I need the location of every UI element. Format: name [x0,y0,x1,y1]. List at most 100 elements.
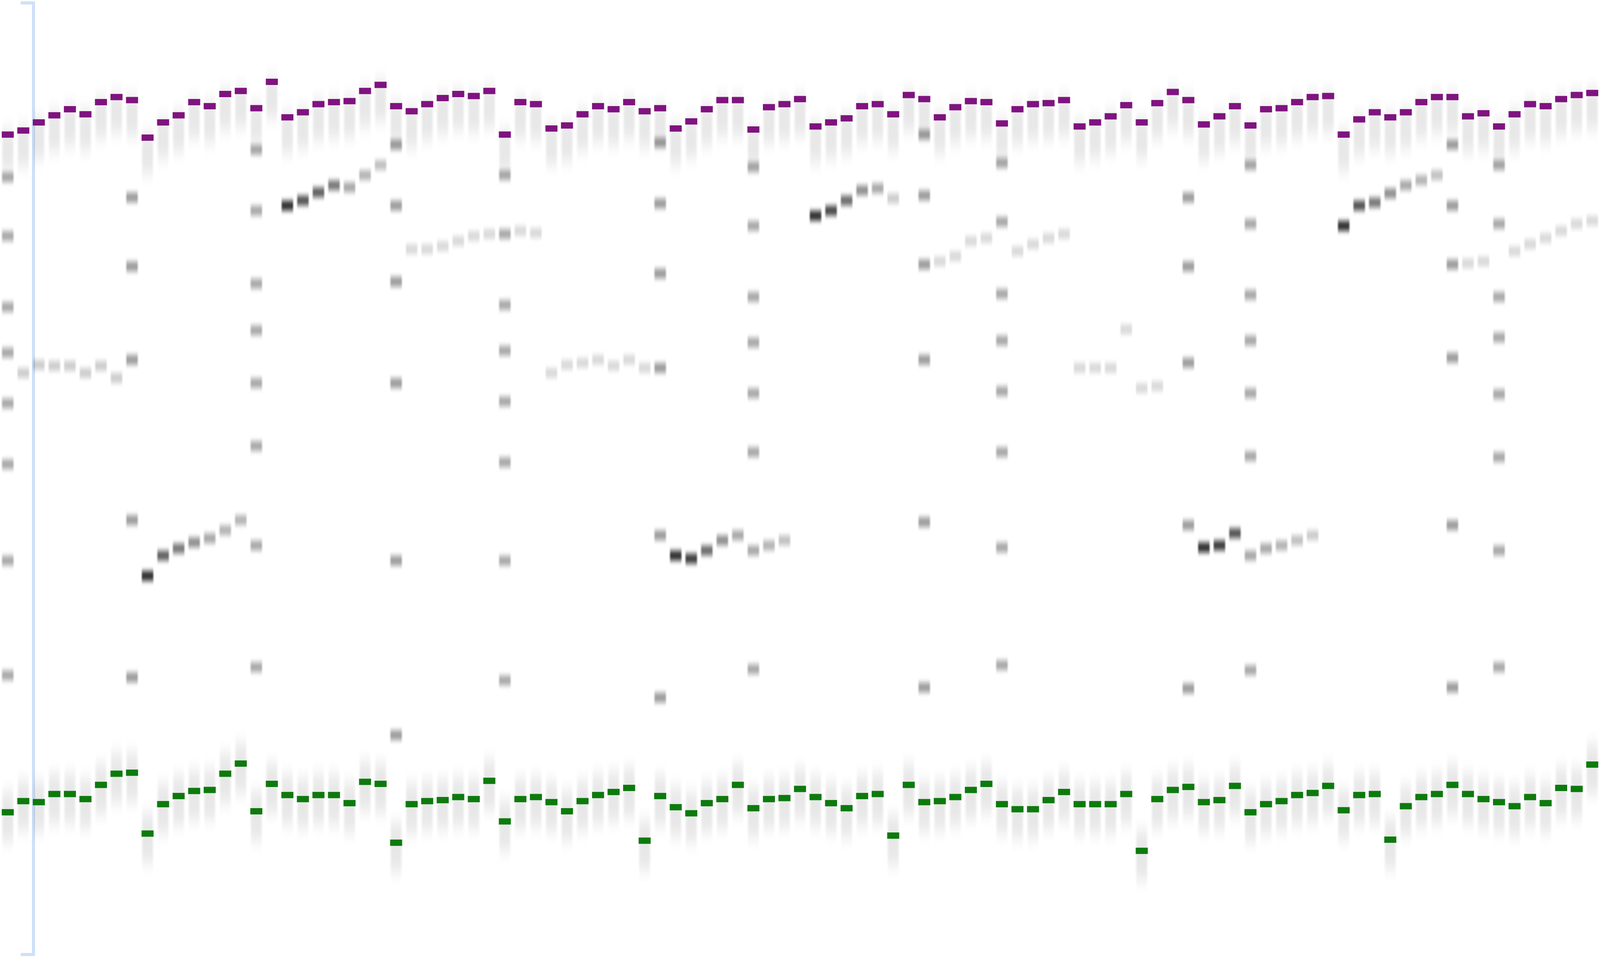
marker [234,760,247,767]
marker [219,90,232,98]
band [669,550,682,561]
marker [1166,89,1179,96]
marker [343,98,356,105]
marker [747,126,760,133]
marker [980,780,993,787]
marker [1260,800,1273,807]
band [747,337,760,348]
marker [1586,761,1599,768]
marker [871,790,884,798]
marker-halo [654,775,666,825]
marker [855,792,869,799]
band [17,367,30,378]
marker-halo [499,800,511,851]
marker [685,118,698,125]
marker [654,792,667,799]
band [1555,226,1568,237]
marker-halo [1415,776,1427,826]
marker [669,803,682,811]
band [747,220,760,231]
band [1229,528,1241,539]
band [654,530,667,540]
marker [296,795,309,803]
band [1151,381,1164,392]
marker-halo [1493,781,1505,832]
marker [1306,789,1319,796]
band [1244,335,1257,346]
marker [156,119,170,126]
marker [79,795,92,803]
band [1105,362,1117,373]
marker [871,101,884,108]
band [126,261,139,272]
band [763,540,776,551]
marker [809,793,822,800]
band [219,525,232,535]
marker-halo [949,776,961,826]
marker-halo [748,787,759,838]
band [1446,139,1459,150]
marker [436,796,449,803]
marker-halo [545,781,557,832]
band [1244,388,1257,399]
markers [1,78,1599,141]
marker [1073,800,1086,807]
band [561,359,573,370]
marker [980,98,993,106]
marker [1104,113,1117,120]
band [1446,520,1459,531]
band [390,378,402,388]
band [1244,218,1257,229]
marker [32,798,45,806]
band [918,354,931,365]
marker [1291,791,1304,798]
band [840,195,853,206]
band [110,373,123,384]
band [1042,232,1055,243]
marker-halo [763,778,775,829]
marker-halo [623,767,635,817]
band [390,730,402,740]
marker-halo [1136,830,1148,880]
band [2,347,14,358]
marker-halo [328,774,340,825]
marker [1570,91,1583,99]
marker [886,111,900,118]
marker-halo [996,783,1008,834]
band [1198,542,1210,553]
marker-halo [1338,789,1350,840]
marker [964,786,977,794]
band [1136,383,1148,393]
marker [623,784,636,791]
marker-halo [359,761,371,812]
band [499,345,511,356]
band [499,169,511,180]
marker [110,93,123,101]
marker-halo [1571,768,1583,818]
marker-halo [732,764,744,814]
band [1244,664,1257,675]
marker [1539,799,1552,807]
band [452,236,465,246]
marker-halo [903,764,914,814]
band [747,446,760,457]
band [2,555,14,566]
band [576,357,589,368]
band [965,236,977,246]
marker [188,98,201,106]
marker [94,98,107,106]
marker [1042,796,1055,803]
band [514,226,527,237]
band [1182,357,1195,368]
band [499,396,511,407]
marker-halo [219,753,231,803]
marker-halo [406,783,418,834]
marker [359,778,372,785]
marker-halo [111,753,122,803]
band [141,570,154,581]
marker-halo [1384,819,1396,869]
band [2,670,14,681]
marker-halo [887,815,899,865]
band [949,251,962,262]
band [95,361,107,371]
